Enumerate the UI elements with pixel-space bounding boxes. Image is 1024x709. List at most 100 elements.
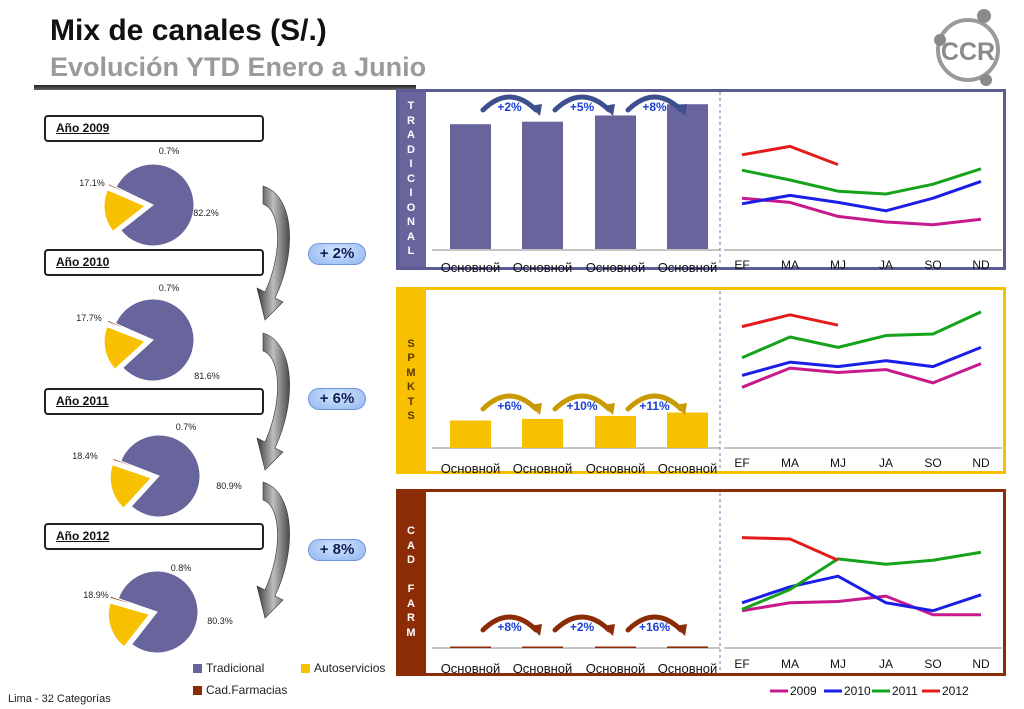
pie-slice-cadfarmacias [106, 319, 146, 338]
year-box-2012: Año 2012 [44, 523, 264, 550]
bar-category-label: Основной [586, 260, 646, 275]
pie-label-cadfarmacias: 0.7% [159, 146, 180, 156]
pie-legend-tradicional: Tradicional [193, 661, 264, 675]
pie-label-tradicional: 81.6% [194, 371, 220, 381]
line-x-label: JA [879, 456, 893, 470]
line-x-label: MA [781, 456, 799, 470]
growth-label: +2% [570, 620, 595, 634]
series-line-2010 [741, 179, 982, 213]
pie-label-cadfarmacias: 0.8% [171, 563, 192, 573]
page-title: Mix de canales (S/.) [50, 14, 327, 47]
growth-pill-2010: + 2% [308, 243, 366, 265]
pie-label-autoservicios: 18.4% [72, 451, 98, 461]
pie-label-autoservicios: 18.9% [83, 590, 109, 600]
pie-slice-autoservicios [103, 325, 147, 370]
curved-arrow-icon [256, 185, 290, 321]
year-label: Año 2009 [56, 121, 110, 135]
bar-category-label: Основной [658, 260, 718, 275]
series-line-2009 [741, 196, 982, 227]
series-line-2009 [741, 594, 981, 617]
line-x-label: ND [972, 657, 990, 671]
side-letter: R [407, 612, 415, 624]
line-x-label: EF [734, 456, 749, 470]
line-x-label: ND [972, 258, 990, 272]
growth-arrowhead-icon [603, 403, 615, 415]
side-letter: D [407, 143, 415, 156]
bar [450, 124, 491, 249]
side-letter: S [407, 337, 415, 350]
year-box-2010: Año 2010 [44, 249, 264, 276]
series-line-2012 [741, 536, 839, 562]
bar-category-label: Основной [441, 461, 501, 476]
line-x-label: MJ [830, 657, 846, 671]
side-letter: S [407, 410, 415, 422]
line-x-label: JA [879, 657, 893, 671]
pie-label-cadfarmacias: 0.7% [159, 283, 180, 293]
line-legend-label: 2009 [790, 684, 817, 698]
bar-category-label: Основной [586, 661, 646, 676]
growth-arrowhead-icon [603, 624, 615, 636]
line-x-label: JA [879, 258, 893, 272]
growth-arrowhead-icon [675, 624, 687, 636]
bar-category-label: Основной [513, 461, 573, 476]
side-letter: R [407, 114, 415, 127]
series-line-2012 [741, 313, 839, 329]
series-line-2011 [741, 167, 982, 196]
side-letter: T [407, 395, 415, 408]
legend-swatch [193, 686, 202, 695]
legend-label: Tradicional [206, 661, 265, 675]
growth-arrowhead-icon [603, 104, 615, 116]
year-box-2009: Año 2009 [44, 115, 264, 142]
side-letter: M [406, 626, 416, 639]
line-x-label: SO [924, 657, 941, 671]
growth-arrow-icon [625, 393, 684, 412]
panel-spmkts [396, 287, 1006, 474]
series-line-2011 [741, 550, 982, 611]
bar [667, 646, 708, 648]
growth-label: +8% [642, 100, 667, 114]
title-underline [34, 85, 416, 90]
legend-swatch [193, 664, 202, 673]
side-letter: A [407, 597, 415, 610]
growth-label: +8% [497, 620, 522, 634]
growth-label: +2% [497, 100, 522, 114]
line-x-label: MJ [830, 258, 846, 272]
line-legend-label: 2010 [844, 684, 871, 698]
legend-swatch [301, 664, 310, 673]
growth-arrowhead-icon [530, 624, 542, 636]
side-letter: D [407, 554, 415, 566]
legend-label: Autoservicios [314, 661, 386, 675]
bar [595, 416, 636, 448]
bar [522, 646, 563, 648]
growth-label: +11% [639, 399, 670, 413]
year-label: Año 2010 [56, 255, 110, 269]
side-letter: M [406, 366, 416, 379]
page-subtitle: Evolución YTD Enero a Junio [50, 52, 427, 82]
line-x-label: MJ [830, 456, 846, 470]
side-letter: I [409, 187, 413, 200]
bar [450, 420, 491, 448]
bar [522, 121, 563, 249]
growth-arrow-icon [552, 94, 612, 113]
line-x-label: MA [781, 657, 799, 671]
line-x-label: ND [972, 456, 990, 470]
series-line-2010 [741, 345, 982, 377]
side-letter: N [407, 216, 415, 229]
side-letter: O [406, 201, 416, 214]
bar-category-label: Основной [441, 260, 501, 275]
line-x-label: SO [924, 456, 941, 470]
side-letter: C [407, 172, 415, 185]
curved-arrow-icon [256, 332, 290, 471]
pie-slice-tradicional [120, 434, 201, 518]
pie-slice-tradicional [114, 298, 195, 382]
growth-arrowhead-icon [675, 104, 687, 116]
pie-label-tradicional: 80.3% [207, 616, 233, 626]
panel-cadfarm [396, 489, 1006, 676]
bar-category-label: Основной [586, 461, 646, 476]
year-box-2011: Año 2011 [44, 388, 264, 415]
series-line-2012 [741, 144, 839, 167]
ccr-logo: CCR [934, 9, 1000, 86]
growth-arrow-icon [552, 614, 612, 633]
